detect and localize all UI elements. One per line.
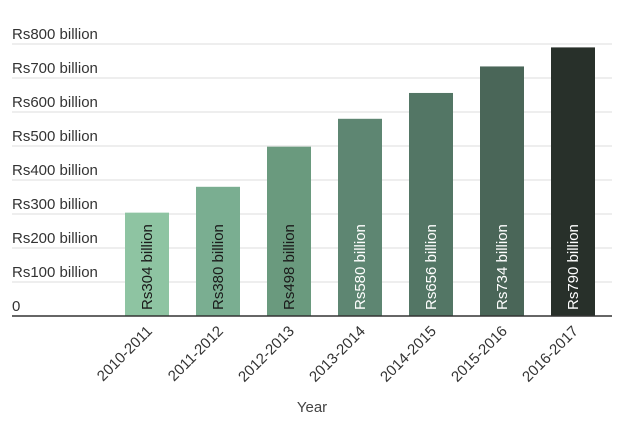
y-tick-label: Rs600 billion — [12, 94, 98, 111]
bar-data-label: Rs734 billion — [494, 224, 511, 310]
y-tick-label: Rs300 billion — [12, 196, 98, 213]
x-tick-label: 2012-2013 — [235, 323, 298, 386]
bar-data-label: Rs380 billion — [210, 224, 227, 310]
y-tick-label: Rs800 billion — [12, 26, 98, 43]
x-tick-label: 2014-2015 — [377, 323, 440, 386]
bar — [267, 146, 311, 316]
x-axis-title: Year — [297, 399, 327, 416]
bar — [409, 92, 453, 317]
bars — [125, 47, 595, 317]
bar-data-label: Rs656 billion — [423, 224, 440, 310]
bar-data-labels: Rs304 billion Rs380 billion Rs498 billion R… — [139, 224, 582, 310]
bar-data-label: Rs580 billion — [352, 224, 369, 310]
y-axis-tick-labels: 0 Rs100 billion Rs200 billion Rs300 billion… — [12, 26, 98, 315]
y-tick-label: Rs400 billion — [12, 162, 98, 179]
y-tick-label: Rs100 billion — [12, 264, 98, 281]
y-tick-label: Rs500 billion — [12, 128, 98, 145]
x-tick-label: 2016-2017 — [519, 323, 582, 386]
y-tick-label: 0 — [12, 298, 20, 315]
bar — [125, 212, 169, 316]
x-tick-label: 2015-2016 — [448, 323, 511, 386]
bar-data-label: Rs498 billion — [281, 224, 298, 310]
x-tick-label: 2010-2011 — [94, 323, 156, 385]
x-tick-label: 2013-2014 — [306, 323, 369, 386]
y-tick-label: Rs200 billion — [12, 230, 98, 247]
bar-data-label: Rs790 billion — [565, 224, 582, 310]
bar — [196, 186, 240, 316]
bar-data-label: Rs304 billion — [139, 224, 156, 310]
bar — [551, 47, 595, 317]
bar — [480, 66, 524, 316]
gridlines — [12, 43, 612, 283]
x-tick-label: 2011-2012 — [165, 323, 227, 385]
x-axis-tick-labels: 2010-2011 2011-2012 2012-2013 2013-2014 2014… — [94, 323, 582, 386]
bar — [338, 118, 382, 316]
y-tick-label: Rs700 billion — [12, 60, 98, 77]
